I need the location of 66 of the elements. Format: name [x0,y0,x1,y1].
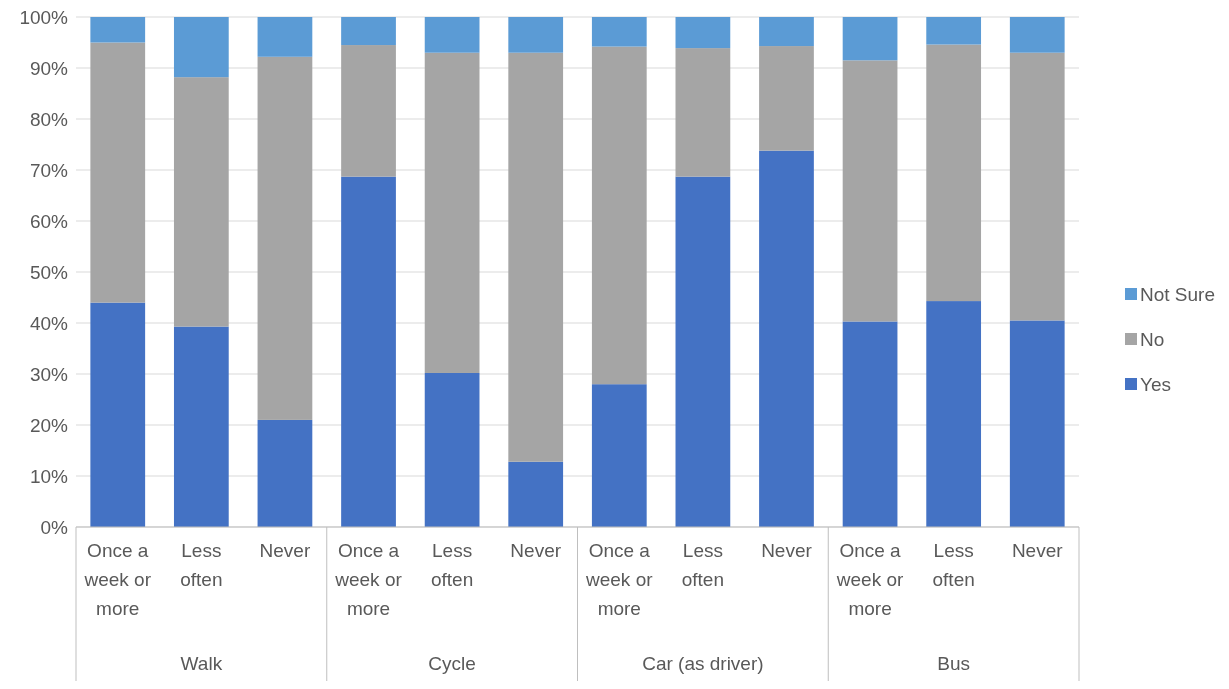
bar [675,176,731,527]
bar [257,17,313,57]
bar [842,60,898,322]
bar [591,384,647,527]
y-tick-label: 30% [29,363,69,385]
bar [424,17,480,53]
y-tick-label: 70% [29,159,69,181]
bar [173,326,229,527]
x-tick-label: Once a week or more [334,540,403,619]
x-tick-label: Never [510,540,562,561]
x-tick-label: Once a week or more [585,540,654,619]
x-tick-label: Less often [681,540,725,590]
text: Walk [180,653,223,674]
bar [90,42,146,303]
x-tick-label: Once a week or more [835,540,904,619]
x-tick-label: Less often [430,540,474,590]
x-tick-label: Never [1011,540,1064,561]
bar [508,52,564,462]
bar [842,17,898,61]
bar [591,17,647,47]
bar [173,17,229,78]
x-tick-label: Less often [180,540,223,590]
bar [257,419,313,527]
bar [759,150,814,527]
bar [759,46,814,151]
bar [90,17,146,43]
bar [1009,52,1065,321]
x-tick-label: Less often [932,540,975,590]
bar [1009,320,1065,527]
y-tick-label: 90% [29,57,69,79]
bar [759,17,814,47]
legend-label: Yes [1140,373,1171,395]
bar [257,56,313,420]
y-tick-label: 0% [40,516,69,538]
bar [173,77,229,327]
y-tick-label: 20% [29,414,69,436]
bar [424,372,480,527]
text: Car (as driver) [642,653,764,674]
bar [926,44,982,302]
y-tick-label: 50% [29,261,69,283]
text: Bus [937,653,970,674]
bar [926,17,982,45]
bar [424,52,480,373]
bar [1009,17,1065,53]
x-tick-label: Never [761,540,813,561]
bar [341,45,396,177]
y-tick-label: 100% [19,6,69,28]
bar [926,301,982,527]
y-tick-label: 60% [29,210,69,232]
bar [842,321,898,527]
bar [90,302,146,527]
bar [675,17,731,49]
legend-label: Not Sure [1140,283,1215,305]
x-tick-label: Once a week or more [83,540,152,619]
bar [508,461,564,527]
bar [341,176,396,527]
bar [508,17,564,53]
y-tick-label: 10% [29,465,69,487]
x-tick-label: Never [259,540,311,561]
bar [591,46,647,385]
bar [341,17,396,46]
bar [675,48,731,177]
legend-label: No [1140,328,1165,350]
y-tick-label: 40% [29,312,69,334]
y-tick-label: 80% [29,108,69,130]
text: Cycle [428,653,476,674]
